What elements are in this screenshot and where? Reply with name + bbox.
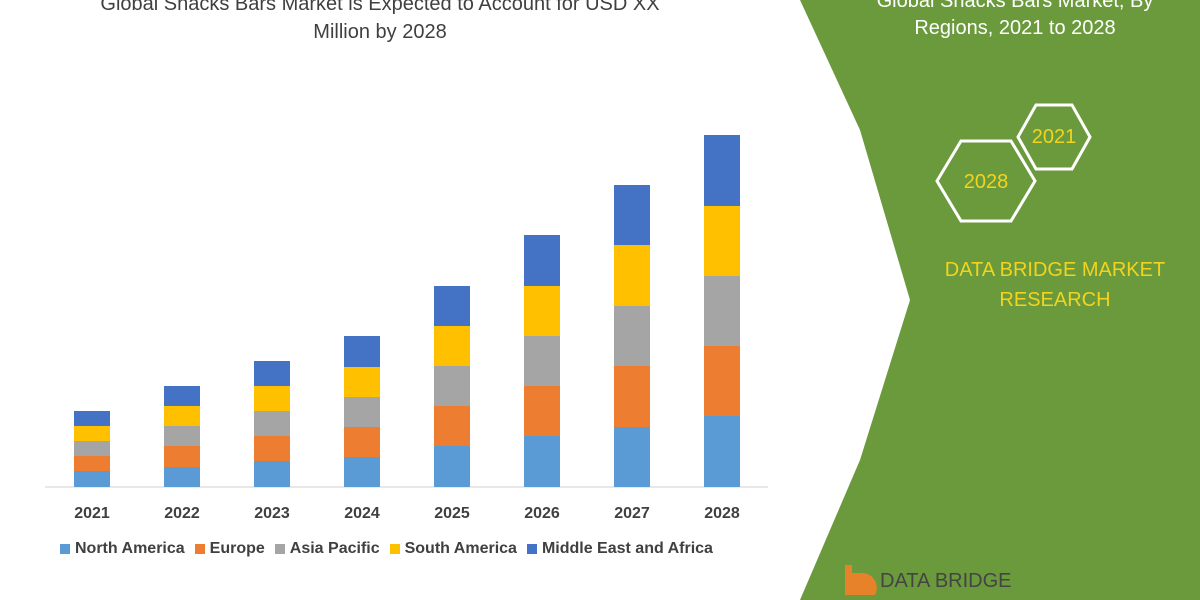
bar-segment <box>704 276 740 346</box>
hexagon-label: 2028 <box>964 171 1009 193</box>
legend-label: South America <box>404 540 517 557</box>
logo-text: DATA BRIDGE <box>880 570 1012 592</box>
legend-item: Middle East and Africa <box>526 540 713 558</box>
legend-label: Asia Pacific <box>289 540 380 557</box>
bar-segment <box>344 336 380 367</box>
bar-segment <box>254 386 290 411</box>
legend-swatch <box>274 544 285 554</box>
x-tick-label: 2022 <box>164 505 200 522</box>
bar-segment <box>704 346 740 416</box>
hexagon-label: 2021 <box>1032 126 1077 148</box>
legend-label: Middle East and Africa <box>541 540 713 557</box>
x-tick-label: 2023 <box>254 505 290 522</box>
x-tick-label: 2028 <box>704 505 740 522</box>
bar-segment <box>434 286 470 326</box>
logo-icon <box>845 565 877 595</box>
legend-item: Europe <box>194 540 265 558</box>
bar-segment <box>164 426 200 446</box>
bar-segment <box>434 446 470 487</box>
legend-item: Asia Pacific <box>274 540 380 558</box>
side-panel-bg <box>800 0 1200 600</box>
chart-title: Global Snacks Bars Market is Expected to… <box>100 0 660 43</box>
bar-segment <box>344 397 380 427</box>
x-tick-label: 2027 <box>614 505 650 522</box>
bar-segment <box>254 461 290 487</box>
legend-swatch <box>60 544 70 554</box>
bar-segment <box>164 406 200 426</box>
bar-segment <box>614 306 650 366</box>
bar-segment <box>614 185 650 245</box>
bar-segment <box>434 366 470 406</box>
hexagon <box>935 139 1037 223</box>
bar-segment <box>74 456 110 471</box>
panel-title: Global Snacks Bars Market, By Regions, 2… <box>876 0 1154 39</box>
bar-segment <box>74 411 110 426</box>
x-tick-label: 2024 <box>344 505 380 522</box>
brand: DATA BRIDGE MARKET RESEARCH <box>944 259 1166 311</box>
legend-label: Europe <box>209 540 265 557</box>
bar-segment <box>344 457 380 487</box>
bar-segment <box>74 441 110 456</box>
bar-segment <box>164 446 200 467</box>
legend: North America Europe Asia Pacific South Ame… <box>60 540 713 558</box>
bar-segment <box>524 235 560 286</box>
bar-segment <box>344 367 380 397</box>
bar-segment <box>434 406 470 446</box>
legend-swatch <box>389 544 400 554</box>
bar-segment <box>74 471 110 487</box>
bar-segment <box>524 286 560 336</box>
bar-segment <box>524 336 560 386</box>
bar-segment <box>524 436 560 487</box>
bar-segment <box>614 245 650 306</box>
legend-swatch <box>194 544 205 554</box>
bar-segment <box>254 411 290 436</box>
bar-segment <box>344 427 380 457</box>
legend-label: North America <box>75 540 185 557</box>
x-tick-label: 2026 <box>524 505 560 522</box>
x-tick-label: 2021 <box>74 505 110 522</box>
legend-item: South America <box>389 540 517 558</box>
bar-segment <box>164 467 200 487</box>
bar-segment <box>254 436 290 461</box>
legend-item: North America <box>60 540 185 558</box>
bar-segment <box>614 366 650 427</box>
hexagon <box>1016 103 1092 171</box>
x-tick-label: 2025 <box>434 505 470 522</box>
bar-segment <box>704 206 740 276</box>
bar-segment <box>164 386 200 406</box>
bar-segment <box>614 427 650 487</box>
bar-segment <box>704 416 740 487</box>
legend-swatch <box>526 544 537 554</box>
bar-segment <box>524 386 560 436</box>
bar-segment <box>254 361 290 386</box>
bar-segment <box>704 135 740 206</box>
bar-segment <box>434 326 470 366</box>
bar-segment <box>74 426 110 441</box>
